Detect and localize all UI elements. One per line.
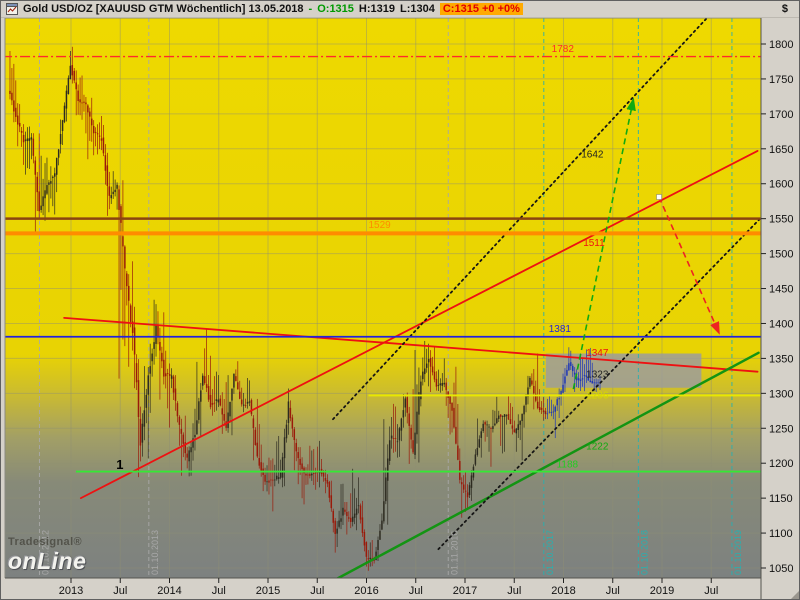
- vertical-lines-layer: 01.10.2012 01.10.2013 01.11.2016 01.10.2017…: [38, 18, 743, 578]
- annotations-layer: 1782 1642 1529 1511 1381 1347 1323 1296 1222 1188…: [116, 44, 609, 472]
- chart-annotation: 1529: [368, 220, 391, 231]
- time-tick-label: Jul: [704, 585, 718, 597]
- green-channel-support: [335, 351, 760, 578]
- chart-annotation: 1347: [586, 348, 609, 359]
- candles-layer: [9, 46, 601, 571]
- title-bar[interactable]: Gold USD/OZ [XAUUSD GTM Wöchentlich] 13.…: [1, 1, 799, 18]
- chart-title: Gold USD/OZ [XAUUSD GTM Wöchentlich] 13.…: [23, 3, 304, 15]
- time-tick-label: 2019: [650, 585, 674, 597]
- time-tick-label: 2014: [157, 585, 181, 597]
- trendlines-layer: [63, 18, 761, 578]
- price-tick-label: 1300: [769, 388, 793, 400]
- arrows-layer: [572, 97, 720, 390]
- price-tick-label: 1350: [769, 353, 793, 365]
- price-levels-layer: [5, 55, 761, 473]
- time-tick-label: Jul: [212, 585, 226, 597]
- price-tick-label: 1250: [769, 423, 793, 435]
- vertical-date-label: 01.10.2013: [150, 530, 160, 575]
- bearish-target-arrow: [658, 196, 720, 335]
- dotted-channel-lower: [437, 216, 761, 551]
- chart-annotation: 1188: [557, 460, 579, 471]
- resize-grip: [791, 591, 799, 599]
- price-tick-label: 1500: [769, 249, 793, 261]
- close-value: C:1315 +0 +0%: [439, 3, 523, 15]
- rising-red-support: [79, 149, 759, 500]
- time-tick-label: Jul: [310, 585, 324, 597]
- price-tick-label: 1100: [769, 528, 793, 540]
- white-marker: [656, 194, 662, 200]
- chart-annotation: 1296: [586, 390, 609, 401]
- chart-annotation: 1: [116, 457, 123, 472]
- time-tick-label: 2016: [354, 585, 378, 597]
- high-value: H:1319: [358, 3, 395, 15]
- chart-annotation: 1381: [549, 324, 572, 335]
- axes-layer: 1800 1750 1700 1650 1600 1550 1500 1450 1400 1350…: [59, 39, 799, 599]
- time-tick-label: Jul: [606, 585, 620, 597]
- open-value: O:1315: [317, 3, 354, 15]
- time-tick-label: Jul: [409, 585, 423, 597]
- price-tick-label: 1750: [769, 74, 793, 86]
- time-tick-label: 2017: [453, 585, 477, 597]
- chart-annotation: 1323: [586, 369, 609, 380]
- price-tick-label: 1600: [769, 179, 793, 191]
- price-tick-label: 1400: [769, 318, 793, 330]
- price-axis-unit: $: [781, 3, 788, 15]
- plot-background: [5, 18, 761, 578]
- time-tick-label: Jul: [113, 585, 127, 597]
- time-tick-label: 2015: [256, 585, 280, 597]
- chart-annotation: 1782: [552, 44, 575, 55]
- chart-annotation: 1222: [586, 441, 609, 452]
- title-separator: -: [308, 3, 313, 15]
- time-tick-label: 2018: [551, 585, 575, 597]
- vertical-date-label: 01.10.2018: [639, 530, 649, 575]
- vertical-date-label: 01.10.2017: [545, 530, 555, 575]
- vertical-date-label: 01.10.2012: [40, 530, 50, 575]
- plot-frame: [4, 17, 762, 599]
- price-tick-label: 1050: [769, 563, 793, 575]
- time-tick-label: Jul: [507, 585, 521, 597]
- price-tick-label: 1800: [769, 39, 793, 51]
- price-tick-label: 1700: [769, 109, 793, 121]
- price-tick-label: 1200: [769, 458, 793, 470]
- vertical-date-label: 01.10.2019: [733, 530, 743, 575]
- grid-layer: [5, 18, 761, 578]
- chart-annotation: 1642: [581, 149, 604, 160]
- price-tick-label: 1550: [769, 214, 793, 226]
- price-tick-label: 1150: [769, 493, 793, 505]
- time-tick-label: 2013: [59, 585, 83, 597]
- vertical-date-label: 01.11.2016: [449, 531, 459, 575]
- price-tick-label: 1450: [769, 284, 793, 296]
- chart-annotation: 1511: [583, 238, 605, 249]
- declining-red-resist: [63, 316, 759, 373]
- low-value: L:1304: [400, 3, 435, 15]
- dotted-channel-upper: [332, 18, 709, 421]
- window-icon: [6, 3, 18, 15]
- price-tick-label: 1650: [769, 144, 793, 156]
